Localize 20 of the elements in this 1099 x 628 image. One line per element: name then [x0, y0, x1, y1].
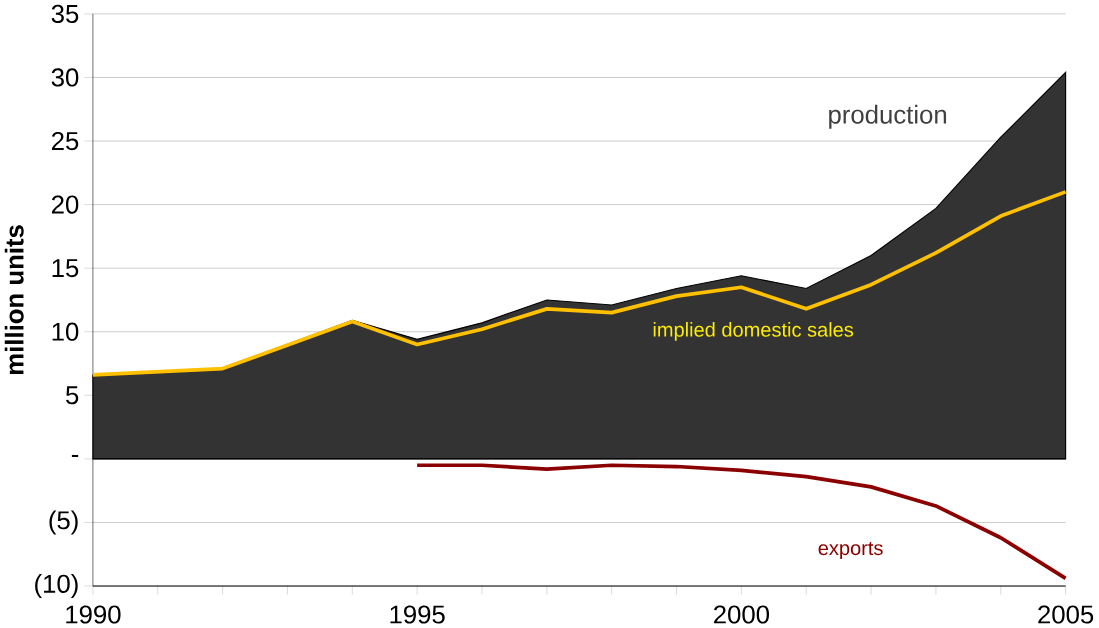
x-tick-label: 1990 — [66, 605, 121, 624]
y-tick-label: (10) — [35, 573, 78, 598]
y-tick-label: 5 — [66, 386, 79, 405]
series-label: production — [829, 104, 947, 129]
y-tick-label: 20 — [51, 195, 79, 214]
y-tick-label: 25 — [51, 131, 79, 150]
y-tick-label: (5) — [49, 510, 78, 535]
x-tick-label: 2005 — [1038, 605, 1094, 624]
text: exports — [818, 541, 883, 559]
y-tick-label: 30 — [51, 68, 79, 87]
y-tick-label: 35 — [51, 4, 79, 23]
series-label: implied domestic sales — [653, 321, 854, 341]
x-tick-label: 1995 — [390, 605, 445, 624]
x-tick-label: 2000 — [714, 605, 770, 624]
line-series — [415, 463, 1068, 581]
y-tick-label: 10 — [52, 322, 79, 341]
y-tick-label: 15 — [52, 258, 79, 277]
y-tick-label: - — [71, 454, 79, 457]
line-series — [91, 189, 1068, 377]
y-axis-title: million units — [4, 225, 24, 374]
